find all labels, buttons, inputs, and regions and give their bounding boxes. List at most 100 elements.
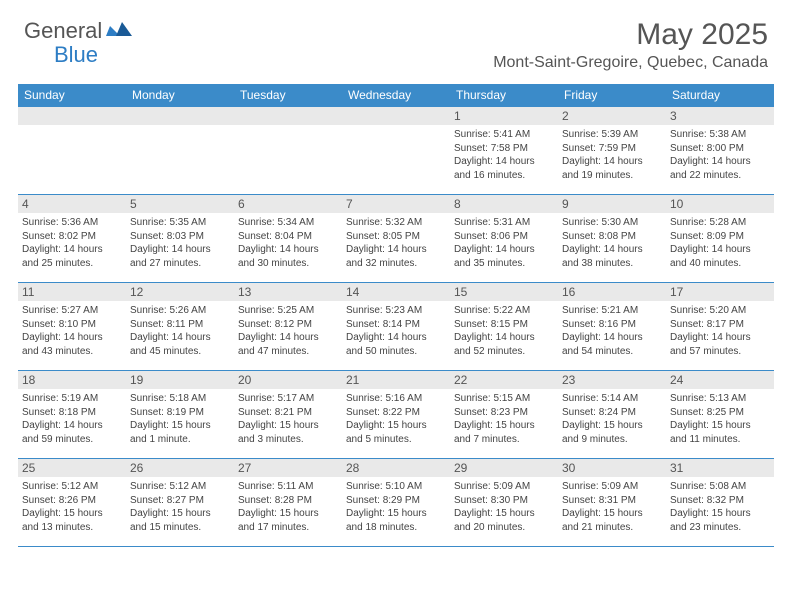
- daylight-text: Daylight: 14 hours and 16 minutes.: [454, 155, 554, 182]
- month-title: May 2025: [493, 18, 768, 52]
- sunrise-text: Sunrise: 5:32 AM: [346, 216, 446, 230]
- day-number: 31: [666, 459, 774, 477]
- day-number: 17: [666, 283, 774, 301]
- calendar-cell: 24Sunrise: 5:13 AMSunset: 8:25 PMDayligh…: [666, 371, 774, 459]
- sunset-text: Sunset: 8:00 PM: [670, 142, 770, 156]
- calendar-cell: 7 Sunrise: 5:32 AMSunset: 8:05 PMDaylight…: [342, 195, 450, 283]
- sunrise-text: Sunrise: 5:26 AM: [130, 304, 230, 318]
- cell-body: Sunrise: 5:36 AMSunset: 8:02 PMDaylight:…: [18, 215, 126, 272]
- day-number: 19: [126, 371, 234, 389]
- brand-flag-icon: [106, 20, 132, 43]
- day-number: 15: [450, 283, 558, 301]
- sunrise-text: Sunrise: 5:19 AM: [22, 392, 122, 406]
- sunrise-text: Sunrise: 5:09 AM: [454, 480, 554, 494]
- daylight-text: Daylight: 14 hours and 52 minutes.: [454, 331, 554, 358]
- daylight-text: Daylight: 14 hours and 32 minutes.: [346, 243, 446, 270]
- sunset-text: Sunset: 8:21 PM: [238, 406, 338, 420]
- calendar-table: SundayMondayTuesdayWednesdayThursdayFrid…: [18, 84, 774, 547]
- cell-body: Sunrise: 5:11 AMSunset: 8:28 PMDaylight:…: [234, 479, 342, 536]
- daylight-text: Daylight: 15 hours and 5 minutes.: [346, 419, 446, 446]
- sunset-text: Sunset: 8:05 PM: [346, 230, 446, 244]
- day-number: 20: [234, 371, 342, 389]
- daylight-text: Daylight: 14 hours and 59 minutes.: [22, 419, 122, 446]
- sunrise-text: Sunrise: 5:18 AM: [130, 392, 230, 406]
- sunrise-text: Sunrise: 5:25 AM: [238, 304, 338, 318]
- calendar-cell: 25Sunrise: 5:12 AMSunset: 8:26 PMDayligh…: [18, 459, 126, 547]
- sunrise-text: Sunrise: 5:12 AM: [130, 480, 230, 494]
- daylight-text: Daylight: 14 hours and 54 minutes.: [562, 331, 662, 358]
- day-number: 6: [234, 195, 342, 213]
- sunset-text: Sunset: 8:28 PM: [238, 494, 338, 508]
- sunrise-text: Sunrise: 5:09 AM: [562, 480, 662, 494]
- cell-body: Sunrise: 5:26 AMSunset: 8:11 PMDaylight:…: [126, 303, 234, 360]
- sunset-text: Sunset: 8:02 PM: [22, 230, 122, 244]
- day-number: 8: [450, 195, 558, 213]
- daylight-text: Daylight: 15 hours and 1 minute.: [130, 419, 230, 446]
- sunrise-text: Sunrise: 5:23 AM: [346, 304, 446, 318]
- sunrise-text: Sunrise: 5:10 AM: [346, 480, 446, 494]
- day-header: Saturday: [666, 84, 774, 107]
- location-text: Mont-Saint-Gregoire, Quebec, Canada: [493, 54, 768, 72]
- sunrise-text: Sunrise: 5:28 AM: [670, 216, 770, 230]
- day-header: Thursday: [450, 84, 558, 107]
- sunrise-text: Sunrise: 5:12 AM: [22, 480, 122, 494]
- calendar-cell: [342, 107, 450, 195]
- cell-body: Sunrise: 5:14 AMSunset: 8:24 PMDaylight:…: [558, 391, 666, 448]
- daylight-text: Daylight: 14 hours and 47 minutes.: [238, 331, 338, 358]
- day-header: Wednesday: [342, 84, 450, 107]
- calendar-week-row: 18Sunrise: 5:19 AMSunset: 8:18 PMDayligh…: [18, 371, 774, 459]
- calendar-cell: 13Sunrise: 5:25 AMSunset: 8:12 PMDayligh…: [234, 283, 342, 371]
- daylight-text: Daylight: 14 hours and 45 minutes.: [130, 331, 230, 358]
- sunset-text: Sunset: 8:30 PM: [454, 494, 554, 508]
- day-number: 11: [18, 283, 126, 301]
- sunset-text: Sunset: 8:04 PM: [238, 230, 338, 244]
- calendar-cell: 6 Sunrise: 5:34 AMSunset: 8:04 PMDaylight…: [234, 195, 342, 283]
- sunset-text: Sunset: 8:24 PM: [562, 406, 662, 420]
- sunset-text: Sunset: 8:10 PM: [22, 318, 122, 332]
- calendar-cell: 31Sunrise: 5:08 AMSunset: 8:32 PMDayligh…: [666, 459, 774, 547]
- cell-body: Sunrise: 5:23 AMSunset: 8:14 PMDaylight:…: [342, 303, 450, 360]
- calendar-cell: [234, 107, 342, 195]
- sunrise-text: Sunrise: 5:34 AM: [238, 216, 338, 230]
- brand-logo: General Blue: [24, 18, 134, 44]
- sunrise-text: Sunrise: 5:36 AM: [22, 216, 122, 230]
- daylight-text: Daylight: 15 hours and 20 minutes.: [454, 507, 554, 534]
- day-number: 12: [126, 283, 234, 301]
- day-number: 7: [342, 195, 450, 213]
- daylight-text: Daylight: 14 hours and 19 minutes.: [562, 155, 662, 182]
- day-number: 22: [450, 371, 558, 389]
- daylight-text: Daylight: 15 hours and 9 minutes.: [562, 419, 662, 446]
- cell-body: Sunrise: 5:31 AMSunset: 8:06 PMDaylight:…: [450, 215, 558, 272]
- sunset-text: Sunset: 8:19 PM: [130, 406, 230, 420]
- daylight-text: Daylight: 14 hours and 43 minutes.: [22, 331, 122, 358]
- day-number: 27: [234, 459, 342, 477]
- day-number: 24: [666, 371, 774, 389]
- daylight-text: Daylight: 15 hours and 11 minutes.: [670, 419, 770, 446]
- sunset-text: Sunset: 8:17 PM: [670, 318, 770, 332]
- sunrise-text: Sunrise: 5:16 AM: [346, 392, 446, 406]
- day-number: 5: [126, 195, 234, 213]
- sunset-text: Sunset: 8:29 PM: [346, 494, 446, 508]
- daylight-text: Daylight: 14 hours and 57 minutes.: [670, 331, 770, 358]
- cell-body: Sunrise: 5:34 AMSunset: 8:04 PMDaylight:…: [234, 215, 342, 272]
- calendar-cell: 16Sunrise: 5:21 AMSunset: 8:16 PMDayligh…: [558, 283, 666, 371]
- calendar-cell: 4 Sunrise: 5:36 AMSunset: 8:02 PMDaylight…: [18, 195, 126, 283]
- calendar-cell: 3Sunrise: 5:38 AMSunset: 8:00 PMDaylight…: [666, 107, 774, 195]
- sunrise-text: Sunrise: 5:41 AM: [454, 128, 554, 142]
- day-number: 4: [18, 195, 126, 213]
- cell-body: Sunrise: 5:41 AMSunset: 7:58 PMDaylight:…: [450, 127, 558, 184]
- day-number: 21: [342, 371, 450, 389]
- day-number: 13: [234, 283, 342, 301]
- calendar-week-row: 11Sunrise: 5:27 AMSunset: 8:10 PMDayligh…: [18, 283, 774, 371]
- calendar-cell: 27 Sunrise: 5:11 AMSunset: 8:28 PMDayligh…: [234, 459, 342, 547]
- calendar-head: SundayMondayTuesdayWednesdayThursdayFrid…: [18, 84, 774, 107]
- day-number: 30: [558, 459, 666, 477]
- sunset-text: Sunset: 8:11 PM: [130, 318, 230, 332]
- calendar-cell: [126, 107, 234, 195]
- day-number: 16: [558, 283, 666, 301]
- header: General Blue May 2025 Mont-Saint-Gregoir…: [0, 0, 792, 76]
- cell-body: Sunrise: 5:16 AMSunset: 8:22 PMDaylight:…: [342, 391, 450, 448]
- sunrise-text: Sunrise: 5:30 AM: [562, 216, 662, 230]
- daylight-text: Daylight: 15 hours and 15 minutes.: [130, 507, 230, 534]
- day-number: [342, 107, 450, 125]
